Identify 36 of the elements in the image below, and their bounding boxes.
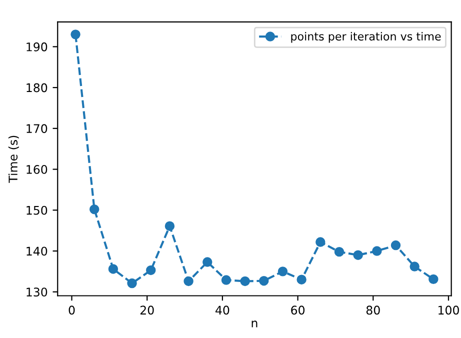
- x-tick-label: 40: [216, 306, 230, 315]
- y-tick-label: 160: [26, 165, 48, 174]
- y-tick-label: 190: [26, 42, 48, 52]
- point: [89, 204, 100, 214]
- point: [164, 221, 175, 231]
- point: [316, 237, 326, 247]
- point: [428, 274, 438, 284]
- point: [70, 30, 80, 40]
- point: [146, 265, 156, 276]
- y-tick-label: 130: [26, 288, 48, 297]
- point: [410, 262, 420, 272]
- point: [240, 276, 250, 286]
- y-axis-title: Time (s): [8, 136, 19, 183]
- x-tick-label: 100: [438, 306, 459, 315]
- x-tick-label: 80: [366, 306, 380, 315]
- point: [353, 250, 363, 260]
- x-tick-label: 0: [68, 306, 75, 315]
- y-tick-label: 140: [26, 246, 48, 256]
- x-tick-label: 20: [140, 306, 154, 315]
- x-axis-title: n: [252, 320, 258, 328]
- point: [296, 274, 306, 284]
- point: [259, 276, 269, 286]
- y-tick-label: 180: [26, 83, 48, 92]
- legend-label: points per iteration vs time: [291, 32, 441, 43]
- point: [390, 240, 401, 250]
- point: [127, 278, 137, 288]
- point: [372, 246, 382, 256]
- point: [202, 257, 212, 267]
- x-tick-label: 60: [291, 306, 305, 315]
- point: [108, 264, 118, 274]
- y-tick-label: 170: [26, 124, 48, 134]
- point: [278, 266, 288, 276]
- y-tick-label: 150: [26, 206, 48, 215]
- point: [184, 276, 194, 286]
- point: [221, 275, 232, 285]
- point: [334, 246, 344, 257]
